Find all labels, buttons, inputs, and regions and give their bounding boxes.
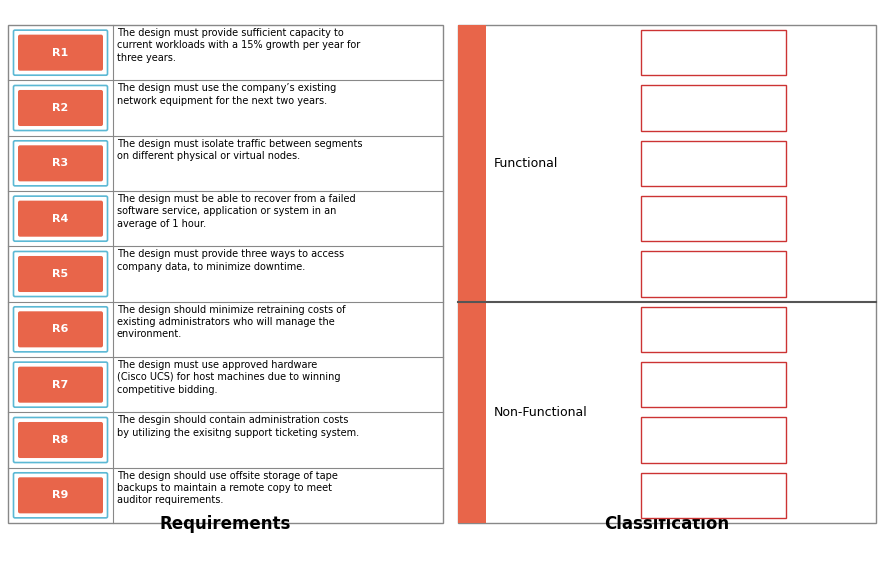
Text: Classification: Classification: [604, 515, 729, 533]
FancyBboxPatch shape: [13, 307, 107, 352]
Text: R8: R8: [52, 435, 68, 445]
FancyBboxPatch shape: [13, 141, 107, 186]
Text: R3: R3: [52, 158, 68, 168]
Text: R7: R7: [52, 380, 68, 390]
FancyBboxPatch shape: [18, 35, 103, 71]
FancyBboxPatch shape: [18, 422, 103, 458]
Text: The design should minimize retraining costs of
existing administrators who will : The design should minimize retraining co…: [117, 305, 346, 339]
Text: The design should use offsite storage of tape
backups to maintain a remote copy : The design should use offsite storage of…: [117, 471, 338, 505]
FancyBboxPatch shape: [13, 473, 107, 518]
Bar: [641, 362, 786, 407]
FancyBboxPatch shape: [18, 256, 103, 292]
Text: R1: R1: [52, 48, 68, 58]
Bar: [641, 251, 786, 297]
FancyBboxPatch shape: [13, 362, 107, 407]
Bar: [8, 25, 443, 523]
Bar: [641, 30, 786, 75]
FancyBboxPatch shape: [18, 477, 103, 513]
FancyBboxPatch shape: [13, 196, 107, 241]
FancyBboxPatch shape: [18, 311, 103, 347]
Text: The desgin should contain administration costs
by utilizing the exisitng support: The desgin should contain administration…: [117, 415, 359, 438]
Text: R9: R9: [52, 490, 69, 500]
Text: Requirements: Requirements: [159, 515, 291, 533]
FancyBboxPatch shape: [13, 85, 107, 131]
FancyBboxPatch shape: [13, 251, 107, 297]
Bar: [641, 307, 786, 352]
Bar: [641, 196, 786, 241]
Text: Functional: Functional: [494, 157, 558, 170]
FancyBboxPatch shape: [13, 417, 107, 462]
Text: The design must provide sufficient capacity to
current workloads with a 15% grow: The design must provide sufficient capac…: [117, 28, 361, 63]
Text: R6: R6: [52, 324, 69, 334]
Bar: [458, 25, 486, 523]
FancyBboxPatch shape: [18, 90, 103, 126]
FancyBboxPatch shape: [18, 201, 103, 237]
FancyBboxPatch shape: [18, 145, 103, 181]
FancyBboxPatch shape: [13, 30, 107, 75]
Text: The design must be able to recover from a failed
software service, application o: The design must be able to recover from …: [117, 194, 355, 229]
Text: The design must use the company’s existing
network equipment for the next two ye: The design must use the company’s existi…: [117, 84, 337, 105]
Bar: [641, 417, 786, 463]
FancyBboxPatch shape: [18, 367, 103, 403]
Text: R5: R5: [52, 269, 68, 279]
Text: The design must provide three ways to access
company data, to minimize downtime.: The design must provide three ways to ac…: [117, 249, 344, 272]
Text: The design must use approved hardware
(Cisco UCS) for host machines due to winni: The design must use approved hardware (C…: [117, 360, 340, 395]
Text: R2: R2: [52, 103, 68, 113]
Bar: [641, 473, 786, 518]
Text: The design must isolate traffic between segments
on different physical or virtua: The design must isolate traffic between …: [117, 139, 362, 161]
Text: Non-Functional: Non-Functional: [494, 406, 587, 419]
Bar: [458, 25, 876, 523]
Text: R4: R4: [52, 214, 69, 224]
Bar: [641, 85, 786, 131]
Bar: [641, 141, 786, 186]
